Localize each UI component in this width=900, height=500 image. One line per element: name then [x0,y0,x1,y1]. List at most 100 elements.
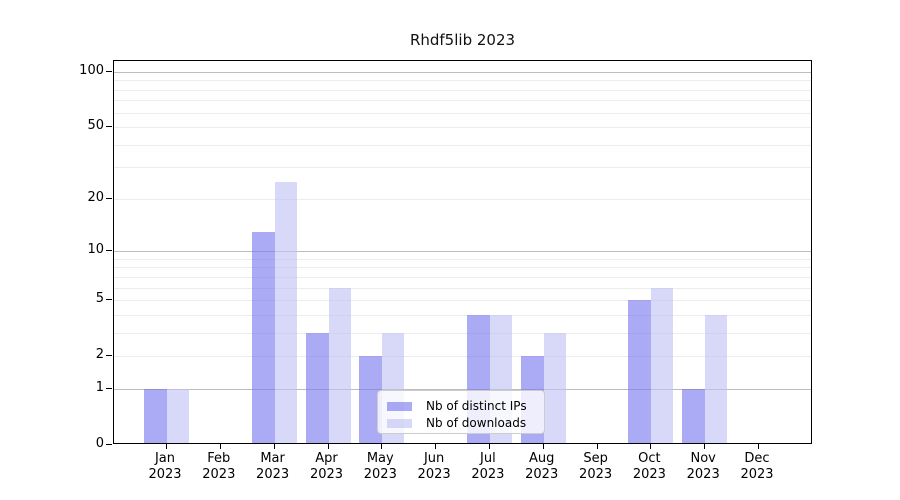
legend-row: Nb of downloads [386,415,536,431]
x-tick-month: Apr [315,451,338,466]
x-tick-label: Jan 2023 [135,451,195,483]
x-tick-label: Nov 2023 [673,451,733,483]
y-tick-mark [106,126,112,128]
x-tick-month: Mar [260,451,285,466]
x-tick-month: Jan [154,451,176,466]
major-gridline [114,251,811,253]
y-tick-mark [106,444,112,445]
y-tick-mark [106,388,112,389]
x-tick-year: 2023 [363,467,397,482]
minor-gridline [114,300,811,302]
bar-downloads [543,332,566,443]
major-gridline [114,389,811,390]
x-tick-label: Oct 2023 [619,451,679,483]
minor-gridline [114,167,811,169]
legend-swatch [387,418,412,428]
y-tick-mark [106,197,112,199]
minor-gridline [114,332,811,334]
x-tick-month: Sep [583,451,608,466]
legend-row: Nb of distinct IPs [386,398,536,414]
x-tick-mark [166,444,167,449]
bar-downloads [167,389,189,443]
y-tick-label: 5 [95,291,104,307]
x-tick-mark [542,444,544,449]
y-tick-mark [106,355,112,357]
bar-distinct-ips [628,300,652,443]
legend-rows: Nb of distinct IPs Nb of downloads [386,398,536,431]
x-tick-mark [219,444,221,449]
minor-gridline [114,276,811,278]
minor-gridline [114,144,811,146]
plot-area [113,60,812,444]
x-tick-mark [596,444,598,449]
y-tick-label: 0 [95,436,104,451]
minor-gridline [114,258,811,260]
bar-downloads [705,314,728,443]
x-tick-year: 2023 [686,467,720,482]
x-tick-year: 2023 [256,467,290,482]
x-tick-mark [273,444,275,449]
x-tick-label: Feb 2023 [189,451,249,483]
x-tick-month: Jun [423,451,445,466]
x-tick-month: Feb [207,451,231,466]
chart-title: Rhdf5lib 2023 [409,31,516,49]
minor-gridline [114,314,811,316]
major-gridline [114,71,811,73]
minor-gridline [114,80,811,82]
legend: Nb of distinct IPs Nb of downloads [377,390,545,434]
y-tick-label: 100 [79,62,104,78]
legend-label: Nb of downloads [426,416,527,430]
y-tick-label: 1 [95,380,104,395]
minor-gridline [114,198,811,200]
bar-downloads [274,181,297,443]
x-tick-mark [758,444,759,449]
y-tick-label: 2 [95,347,104,363]
x-tick-year: 2023 [202,467,236,482]
x-tick-year: 2023 [148,467,182,482]
x-tick-month: Nov [690,451,716,466]
minor-gridline [114,267,811,269]
y-tick-mark [106,250,112,252]
y-tick-mark [106,70,112,72]
x-tick-label: Jul 2023 [458,451,518,483]
bar-distinct-ips [144,389,167,443]
x-tick-year: 2023 [579,467,613,482]
x-tick-month: Aug [528,451,555,466]
legend-swatch [387,401,412,411]
y-tick-label: 20 [87,189,104,205]
x-tick-month: Dec [744,451,770,466]
minor-gridline [114,89,811,91]
x-tick-label: Sep 2023 [566,451,626,483]
bar-distinct-ips [251,231,275,443]
bar-distinct-ips [359,356,383,443]
x-tick-year: 2023 [471,467,505,482]
minor-gridline [114,112,811,114]
legend-label: Nb of distinct IPs [426,399,527,413]
x-tick-label: Mar 2023 [243,451,303,483]
x-tick-year: 2023 [632,467,666,482]
x-tick-label: Dec 2023 [727,451,787,483]
x-tick-label: Aug 2023 [512,451,572,483]
minor-gridline [114,356,811,358]
x-tick-year: 2023 [417,467,451,482]
bar-downloads [651,287,674,443]
bar-distinct-ips [682,389,706,443]
x-tick-label: Jun 2023 [404,451,464,483]
y-tick-label: 10 [87,242,104,258]
minor-gridline [114,127,811,129]
minor-gridline [114,100,811,102]
x-tick-mark [488,444,490,449]
x-tick-year: 2023 [525,467,559,482]
x-tick-month: Jul [480,451,496,466]
x-tick-label: May 2023 [350,451,410,483]
x-tick-mark [327,444,329,449]
bar-downloads [328,287,351,443]
bar-distinct-ips [305,332,329,443]
x-tick-month: May [366,451,394,466]
x-tick-mark [381,444,383,449]
minor-gridline [114,287,811,289]
x-tick-mark [704,444,706,449]
x-tick-label: Apr 2023 [297,451,357,483]
x-tick-month: Oct [638,451,661,466]
